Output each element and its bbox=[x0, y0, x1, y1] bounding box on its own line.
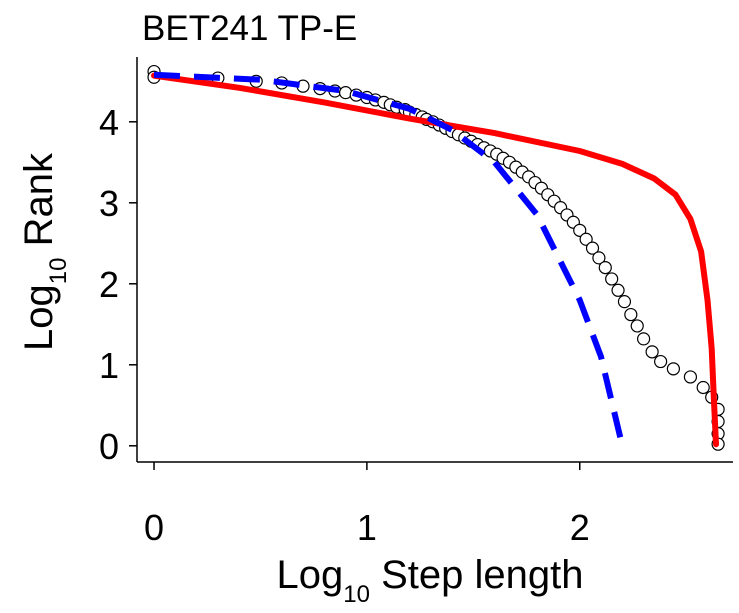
y-axis-label-base: Log bbox=[17, 284, 61, 351]
data-point bbox=[605, 272, 619, 286]
y-tick-label: 3 bbox=[99, 183, 119, 224]
data-point bbox=[611, 283, 625, 297]
data-point bbox=[339, 86, 353, 100]
chart-title: BET241 TP-E bbox=[142, 9, 357, 48]
plot-area bbox=[147, 64, 725, 451]
data-point bbox=[598, 261, 612, 275]
data-point bbox=[630, 319, 644, 333]
x-tick-label: 1 bbox=[357, 507, 377, 548]
data-point bbox=[666, 362, 681, 376]
x-axis-label-sub: 10 bbox=[343, 581, 370, 608]
data-point bbox=[624, 307, 638, 322]
data-point bbox=[592, 251, 606, 265]
y-axis-label: Log10 Rank bbox=[17, 152, 72, 351]
y-axis-label-sub: 10 bbox=[45, 258, 72, 285]
x-axis-label-base: Log bbox=[277, 553, 344, 597]
data-point bbox=[585, 241, 600, 255]
data-point bbox=[617, 295, 632, 309]
x-tick-label: 0 bbox=[144, 507, 164, 548]
y-tick-label: 1 bbox=[99, 345, 119, 386]
dashed-fit-line bbox=[153, 71, 626, 447]
x-axis-label: Log10 Step length bbox=[277, 553, 584, 608]
data-point bbox=[654, 354, 668, 369]
y-ticks: 0 1 2 3 4 bbox=[99, 102, 137, 467]
data-point bbox=[636, 332, 651, 346]
data-point bbox=[579, 232, 593, 246]
y-tick-label: 2 bbox=[99, 264, 119, 305]
data-point bbox=[573, 223, 587, 237]
y-tick-label: 4 bbox=[99, 102, 119, 143]
solid-fit-line bbox=[151, 72, 719, 448]
x-tick-label: 2 bbox=[570, 507, 590, 548]
y-axis-label-rest: Rank bbox=[17, 152, 61, 257]
data-point bbox=[696, 380, 710, 395]
y-tick-label: 0 bbox=[99, 426, 119, 467]
x-axis-label-rest: Step length bbox=[370, 553, 584, 597]
data-point bbox=[645, 345, 659, 359]
data-point bbox=[683, 370, 698, 384]
x-ticks: 0 1 2 bbox=[144, 462, 590, 548]
